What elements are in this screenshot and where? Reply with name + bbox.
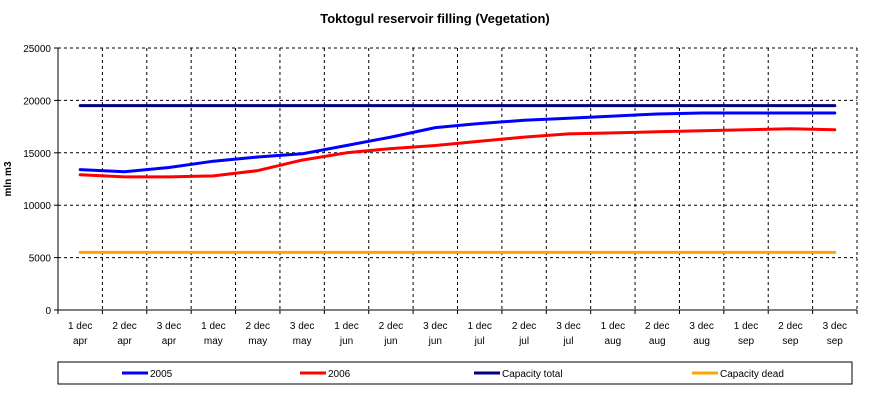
x-tick-sublabel: jun xyxy=(383,336,397,347)
legend-entries: 2005 2006 Capacity total Capacity dead xyxy=(122,369,784,380)
x-tick-sublabel: aug xyxy=(605,336,622,347)
y-tick-label: 25000 xyxy=(23,44,51,55)
x-tick-sublabel: apr xyxy=(73,336,88,347)
y-tick-label: 0 xyxy=(45,306,51,317)
x-tick-label: 1 dec xyxy=(201,321,225,332)
x-tick-sublabel: may xyxy=(293,336,312,347)
y-tick-labels: 0 5000 10000 15000 20000 25000 xyxy=(23,44,51,317)
x-tick-label: 2 dec xyxy=(512,321,536,332)
x-tick-label: 3 dec xyxy=(689,321,713,332)
x-tick-label: 3 dec xyxy=(556,321,580,332)
x-tick-label: 2 dec xyxy=(246,321,270,332)
y-tick-label: 15000 xyxy=(23,149,51,160)
x-tick-sublabel: jul xyxy=(562,336,573,347)
x-tick-sublabel: sep xyxy=(738,336,755,347)
x-tick-label: 1 dec xyxy=(734,321,758,332)
x-tick-sublabel: may xyxy=(204,336,223,347)
x-tick-label: 2 dec xyxy=(645,321,669,332)
x-tick-label: 2 dec xyxy=(112,321,136,332)
x-tick-sublabel: aug xyxy=(649,336,666,347)
y-tick-label: 5000 xyxy=(29,254,52,265)
x-tick-label: 2 dec xyxy=(379,321,403,332)
x-tick-label: 2 dec xyxy=(778,321,802,332)
x-tick-sublabel: sep xyxy=(782,336,799,347)
x-tick-label: 1 dec xyxy=(68,321,92,332)
x-tick-sublabel: jul xyxy=(474,336,485,347)
grid xyxy=(58,47,858,310)
x-tick-label: 3 dec xyxy=(157,321,181,332)
legend-label: Capacity dead xyxy=(720,369,784,380)
legend-label: 2005 xyxy=(150,369,173,380)
x-tick-label: 3 dec xyxy=(423,321,447,332)
y-tick-label: 10000 xyxy=(23,201,51,212)
x-tick-sublabel: jun xyxy=(339,336,353,347)
x-tick-label: 3 dec xyxy=(823,321,847,332)
x-tick-label: 1 dec xyxy=(601,321,625,332)
x-tick-sublabel: apr xyxy=(117,336,132,347)
series-line-1 xyxy=(78,111,837,174)
x-tick-sublabel: may xyxy=(248,336,267,347)
legend-label: Capacity total xyxy=(502,369,563,380)
x-tick-label: 1 dec xyxy=(467,321,491,332)
x-tick-label: 1 dec xyxy=(334,321,358,332)
y-axis-label: mln m3 xyxy=(3,161,14,196)
x-tick-labels: 1 dec apr 2 dec apr 3 dec apr 1 dec may 2 dec may… xyxy=(68,321,847,347)
series-line-2 xyxy=(78,127,837,179)
legend-label: 2006 xyxy=(328,369,351,380)
x-tick-sublabel: jul xyxy=(518,336,529,347)
axes xyxy=(54,47,858,314)
x-tick-sublabel: apr xyxy=(162,336,177,347)
legend xyxy=(57,361,853,385)
x-tick-sublabel: jun xyxy=(428,336,442,347)
x-tick-sublabel: aug xyxy=(693,336,710,347)
y-tick-label: 20000 xyxy=(23,96,51,107)
chart-title: Toktogul reservoir filling (Vegetation) xyxy=(320,11,549,26)
x-tick-label: 3 dec xyxy=(290,321,314,332)
series-lines xyxy=(78,104,837,254)
x-tick-sublabel: sep xyxy=(827,336,844,347)
